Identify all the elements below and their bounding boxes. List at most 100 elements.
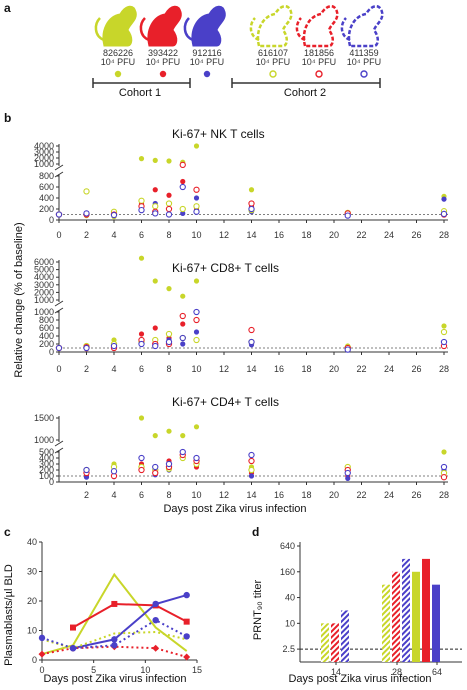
x-tick-label: 18: [301, 230, 311, 240]
data-point-181856: [165, 205, 173, 213]
x-tick-label: 20: [329, 364, 339, 374]
x-tick-label: 28: [439, 364, 449, 374]
panel-b-xlabel: Days post Zika virus infection: [163, 503, 306, 515]
monkey-body: [347, 5, 384, 48]
panel-a-label: a: [4, 1, 11, 15]
data-point-181856: [248, 457, 255, 465]
data-point-411359: [248, 205, 255, 213]
chart-prnt-titer: 2.5 10 40 160 640 14 28 64: [280, 541, 462, 677]
data-point-411359: [248, 451, 255, 459]
x-tick-label: 8: [166, 230, 171, 240]
x-tick-label: 8: [166, 364, 171, 374]
x-tick-label: 28: [439, 230, 449, 240]
x-tick-label: 4: [111, 230, 116, 240]
legend-marker-filled: [114, 70, 122, 78]
y-tick-label: 160: [280, 567, 295, 577]
y-tick-label: 400: [39, 453, 54, 463]
data-point-411359: [440, 338, 448, 346]
y-tick-label: 1000: [34, 159, 54, 169]
data-point-411359: [193, 454, 200, 462]
data-point-912116: [193, 329, 200, 335]
data-point-826226: [193, 278, 200, 284]
panel-b-ylabel: Relative change (% of baseline): [13, 222, 25, 377]
panel-d-label: d: [252, 525, 259, 539]
x-tick-label: 14: [246, 490, 256, 500]
y-tick-label: 200: [39, 465, 54, 475]
data-point-912116: [248, 473, 255, 479]
x-tick-label: 28: [392, 667, 402, 677]
bar-181856-day-28: [392, 571, 400, 662]
bar-616107-day-14: [321, 623, 329, 662]
x-tick-label: 14: [246, 230, 256, 240]
y-tick-label: 3000: [34, 280, 54, 290]
y-tick-label: 0: [49, 477, 54, 487]
x-tick-label: 26: [411, 490, 421, 500]
animal-id-393422: 393422: [148, 48, 178, 58]
y-tick-label: 600: [39, 182, 54, 192]
y-tick-label: 600: [39, 323, 54, 333]
x-tick-label: 6: [139, 490, 144, 500]
y-tick-label: 3000: [34, 147, 54, 157]
y-tick-label: 10: [27, 626, 37, 636]
data-point-181856: [248, 200, 255, 207]
x-tick-label: 18: [301, 490, 311, 500]
x-tick-label: 10: [191, 230, 201, 240]
data-point-411359: [69, 645, 77, 652]
animal-dose: 10⁴ PFU: [256, 57, 290, 67]
y-tick-label: 2000: [34, 153, 54, 163]
monkey-icon: [94, 5, 137, 47]
y-tick-label: 4000: [34, 272, 54, 282]
monkey-body: [191, 5, 226, 47]
y-tick-label: 4000: [34, 141, 54, 151]
chart-plasmablasts: 0 10 20 30 40 0 5 10 15: [27, 537, 202, 675]
legend-marker-open: [315, 70, 323, 78]
x-tick-label: 12: [219, 230, 229, 240]
x-tick-label: 10: [191, 364, 201, 374]
data-point-912116: [180, 210, 186, 216]
animal-dose: 10⁴ PFU: [146, 57, 180, 67]
y-tick-label: 400: [39, 193, 54, 203]
data-point-826226: [166, 286, 172, 292]
data-point-181856: [138, 466, 145, 474]
axis-break-mark: [54, 164, 64, 171]
y-tick-label: 2000: [34, 287, 54, 297]
data-point-411359: [344, 212, 351, 219]
bar-181856-day-14: [331, 623, 339, 662]
monkey-tail: [249, 17, 260, 42]
x-tick-label: 24: [384, 490, 394, 500]
x-tick-label: 4: [111, 490, 116, 500]
cohort1-label: Cohort 1: [119, 87, 161, 99]
legend-marker-filled: [159, 70, 167, 78]
data-point-411359: [138, 340, 145, 348]
y-tick-label: 40: [27, 537, 37, 547]
x-tick-label: 4: [111, 364, 116, 374]
data-point-181856: [38, 650, 46, 658]
data-point-826226: [138, 156, 145, 162]
x-tick-label: 26: [411, 230, 421, 240]
data-point-616107: [152, 203, 159, 210]
panel-b-label: b: [4, 111, 11, 125]
data-point-411359: [179, 448, 186, 456]
series-line-181856: [41, 645, 187, 658]
x-tick-label: 26: [411, 364, 421, 374]
data-point-912116: [441, 196, 447, 202]
bar-393422-day-28+: [422, 558, 430, 662]
x-tick-label: 14: [246, 364, 256, 374]
data-point-181856: [183, 653, 191, 661]
data-point-616107: [138, 197, 145, 204]
y-tick-label: 200: [39, 339, 54, 349]
series-line-912116: [72, 594, 187, 650]
x-tick-label: 12: [219, 364, 229, 374]
data-point-411359: [165, 211, 173, 218]
y-tick-label: 30: [27, 567, 37, 577]
data-point-393422: [138, 331, 145, 337]
panel-c-xlabel: Days post Zika virus infection: [43, 673, 186, 685]
x-tick-label: 10: [140, 665, 150, 675]
animal-id-411359: 411359: [349, 48, 378, 58]
data-point-826226: [138, 415, 145, 421]
x-tick-label: 6: [139, 230, 144, 240]
monkey-tail: [183, 17, 194, 42]
